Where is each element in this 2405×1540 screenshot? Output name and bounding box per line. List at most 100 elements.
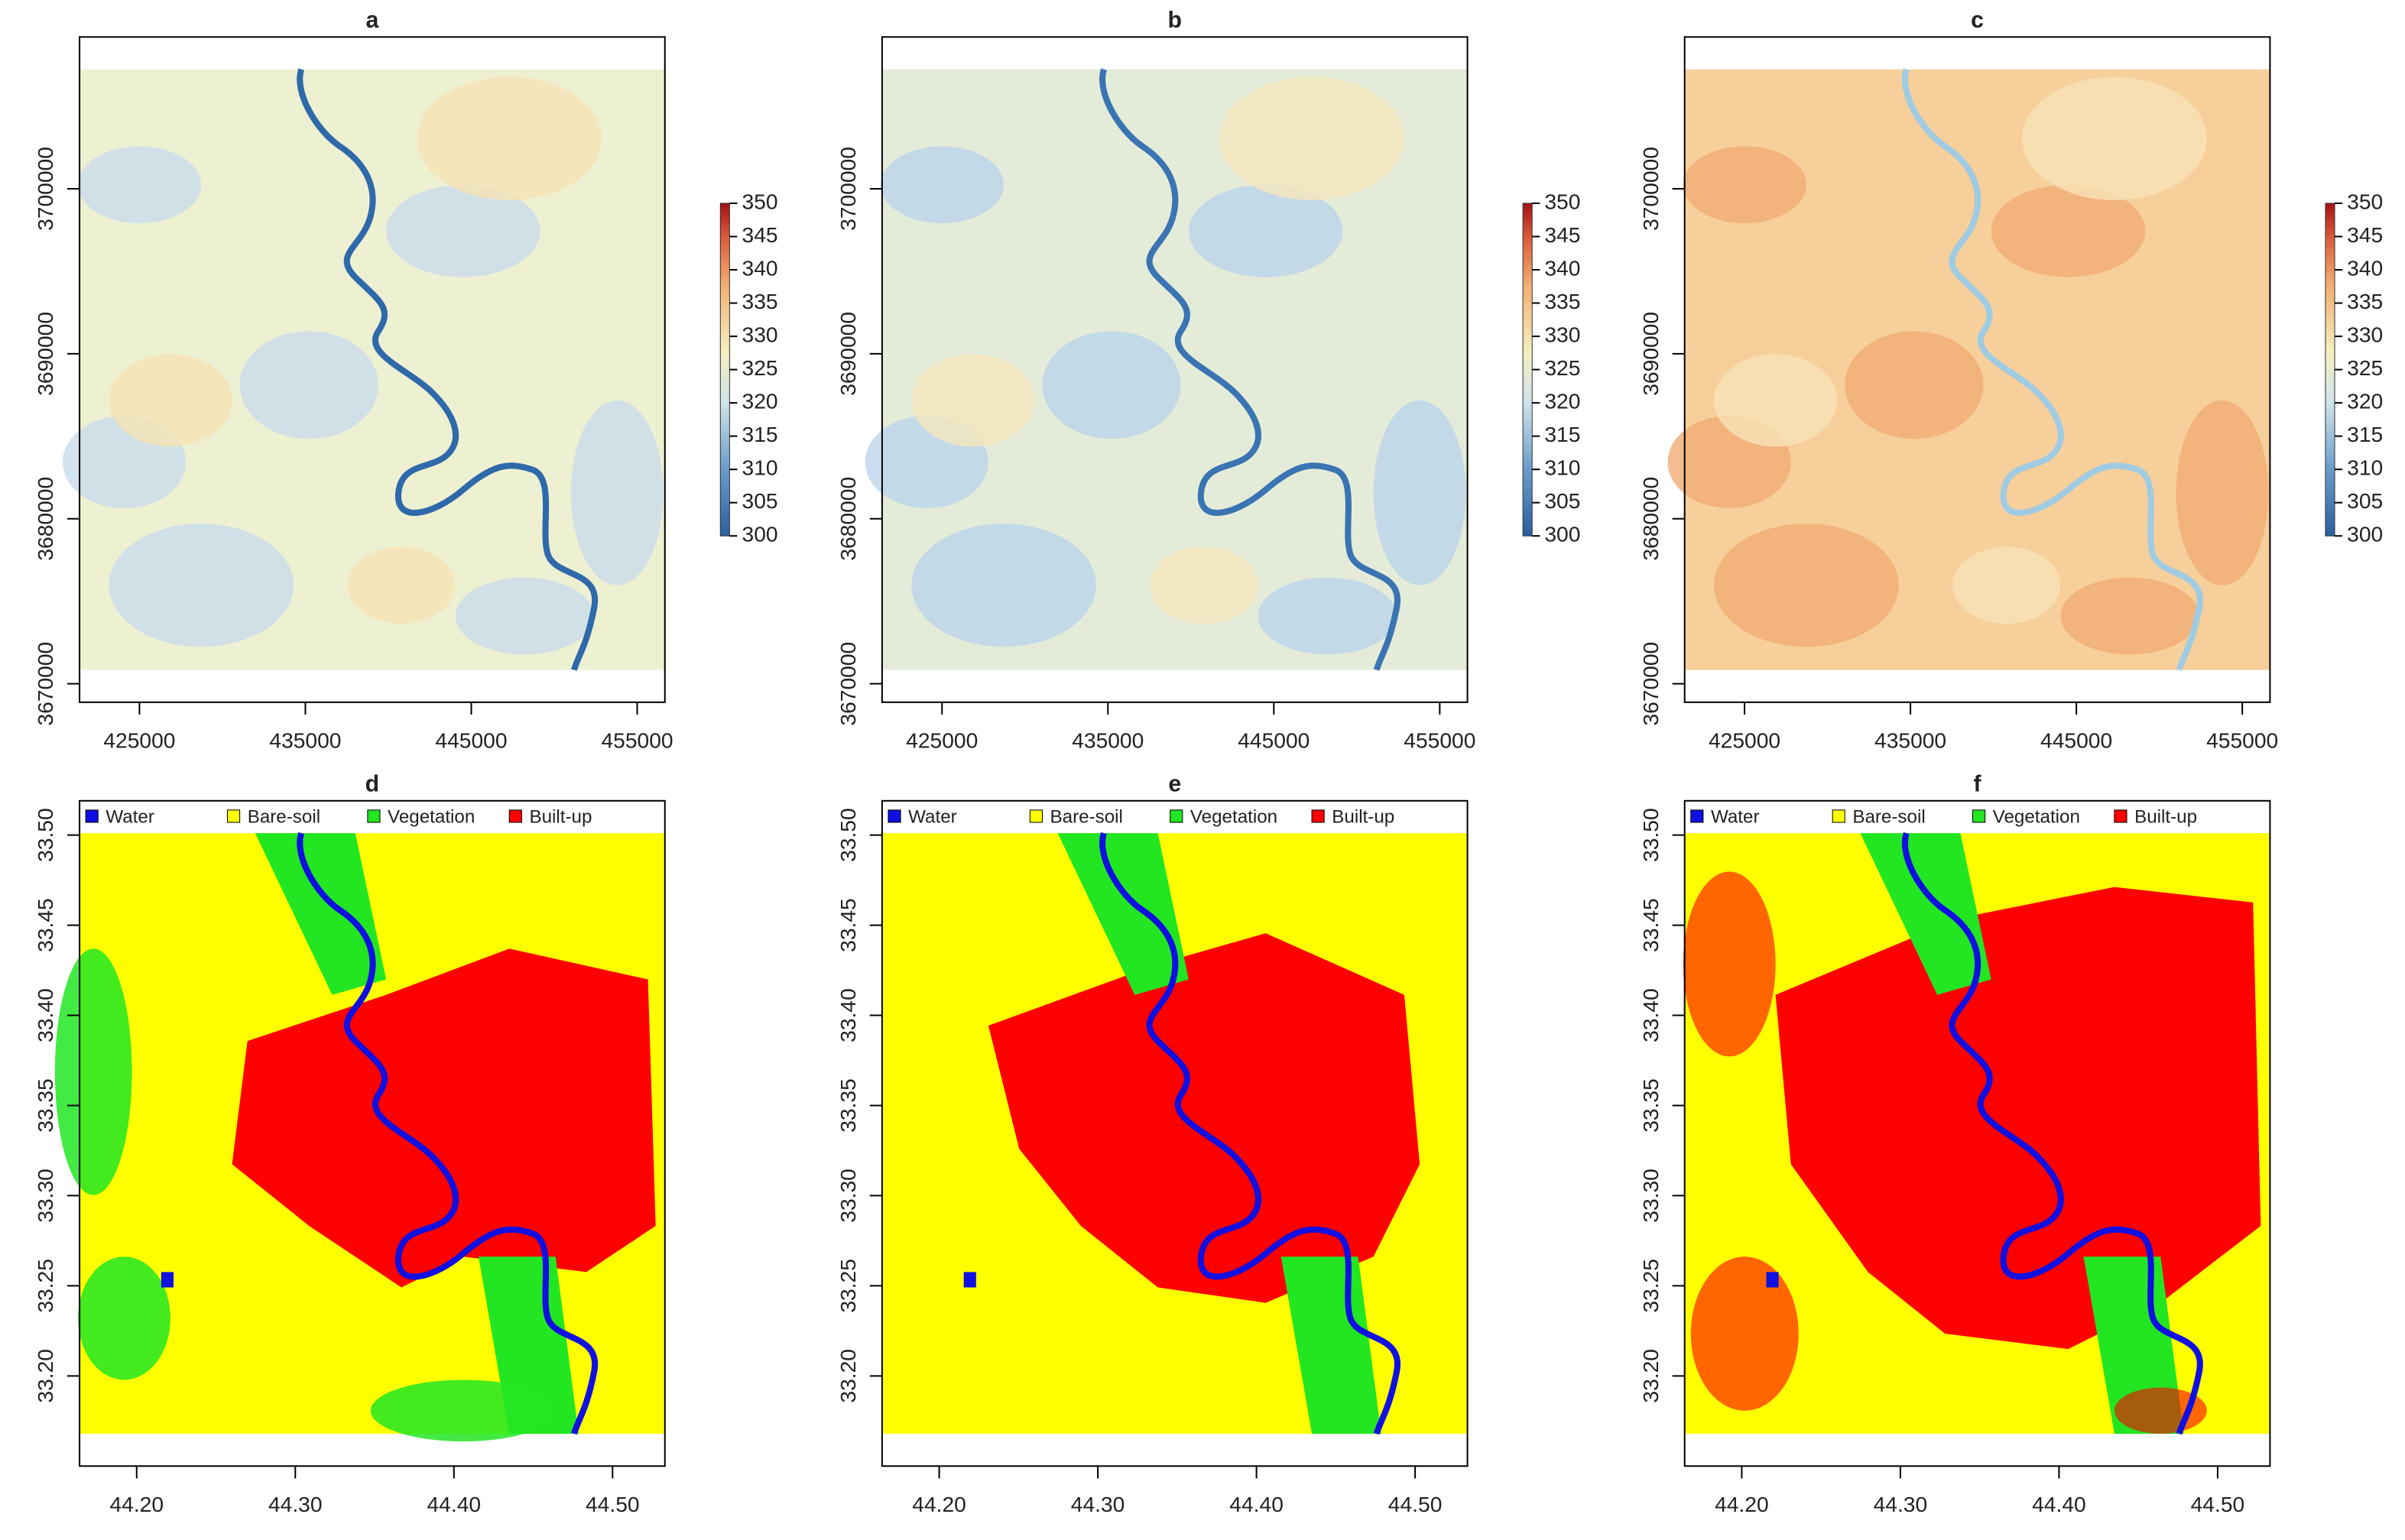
plot-frame — [1683, 36, 2271, 703]
y-tick-label: 33.25 — [1638, 1259, 1663, 1313]
x-tick-label: 44.50 — [2191, 1492, 2245, 1516]
raster-patch — [1713, 354, 1838, 447]
colorbar-label: 345 — [742, 222, 778, 247]
map-raster — [54, 832, 665, 1442]
y-tick-label: 3670000 — [836, 642, 860, 726]
colorbar — [2325, 203, 2335, 537]
vegetation-patch — [370, 1380, 556, 1442]
y-tick-label: 33.40 — [33, 988, 57, 1042]
y-tick-label: 33.50 — [33, 808, 57, 862]
colorbar-label: 305 — [1544, 488, 1580, 513]
colorbar-label: 325 — [742, 355, 778, 380]
colorbar-label: 310 — [742, 456, 778, 480]
colorbar-label: 315 — [2347, 422, 2383, 446]
x-tick-label: 44.40 — [2032, 1492, 2086, 1516]
x-tick-label: 455000 — [2206, 728, 2278, 753]
colorbar — [719, 203, 730, 537]
legend-label: Vegetation — [1993, 806, 2080, 827]
raster-patch — [2021, 76, 2207, 200]
vegetation-strip — [1280, 1256, 1381, 1434]
colorbar-label: 340 — [2347, 255, 2383, 280]
legend-swatch — [227, 809, 241, 823]
legend-swatch — [888, 809, 901, 823]
x-tick-label: 44.30 — [1874, 1492, 1928, 1516]
colorbar-label: 305 — [742, 488, 778, 513]
y-tick-label: 33.40 — [1638, 988, 1663, 1042]
y-tick-label: 33.30 — [836, 1169, 860, 1223]
raster-patch — [386, 184, 540, 277]
y-tick-label: 33.35 — [836, 1078, 860, 1133]
x-tick-label: 455000 — [601, 728, 673, 753]
y-tick-label: 33.40 — [836, 988, 860, 1042]
raster-patch — [1258, 577, 1397, 655]
y-tick-label: 3690000 — [33, 312, 57, 396]
raster-patch — [239, 331, 378, 439]
x-tick-label: 445000 — [1238, 728, 1310, 753]
colorbar-label: 325 — [1544, 355, 1580, 380]
colorbar-label: 335 — [742, 289, 778, 313]
raster-patch — [1188, 184, 1343, 277]
vegetation-strip — [1860, 833, 1991, 995]
raster-patch — [2060, 577, 2199, 655]
y-tick-label: 3680000 — [836, 477, 860, 561]
raster-patch — [1219, 76, 1404, 200]
river — [1099, 832, 1401, 1435]
panel-title: d — [365, 772, 379, 797]
colorbar-label: 350 — [2347, 189, 2383, 213]
legend-swatch — [1311, 809, 1325, 823]
raster-patch — [2176, 400, 2269, 585]
map-raster — [1683, 832, 2270, 1435]
colorbar-label: 345 — [2347, 222, 2383, 247]
x-tick-label: 44.30 — [268, 1492, 323, 1516]
y-tick-label: 33.50 — [836, 808, 860, 862]
colorbar-label: 350 — [1544, 189, 1580, 213]
water-body — [963, 1272, 976, 1288]
built-up-area — [988, 933, 1420, 1303]
y-tick-label: 33.30 — [33, 1169, 57, 1223]
map-raster — [881, 832, 1468, 1435]
panel: b 425000 435000 445000 455000 3670000 3680000 3… — [836, 8, 1580, 752]
map-raster — [865, 68, 1468, 671]
y-tick-label: 33.20 — [836, 1349, 860, 1403]
raster-patch — [109, 354, 232, 447]
y-tick-label: 3700000 — [33, 147, 57, 231]
x-tick-label: 44.20 — [1715, 1492, 1769, 1516]
y-tick-label: 33.45 — [836, 898, 860, 952]
legend-label: Water — [1711, 806, 1760, 827]
raster-patch — [911, 354, 1035, 447]
legend-swatch — [1170, 809, 1183, 823]
colorbar-label: 340 — [742, 255, 778, 280]
panel: Water Bare-soil Vegetation Built-up f 44.20 44… — [1638, 772, 2271, 1516]
legend-label: Built-up — [1332, 806, 1394, 827]
panel-title: a — [366, 8, 379, 33]
legend-swatch — [1029, 809, 1043, 823]
raster-patch — [880, 146, 1005, 224]
x-tick-label: 435000 — [1072, 728, 1144, 753]
colorbar-label: 340 — [1544, 255, 1580, 280]
raster-patch — [911, 524, 1096, 647]
raster-patch — [1845, 331, 1984, 439]
colorbar-label: 305 — [2347, 488, 2383, 513]
colorbar-label: 335 — [2347, 289, 2383, 313]
raster-patch — [417, 76, 602, 200]
x-tick-label: 455000 — [1404, 728, 1475, 753]
plot-frame — [881, 36, 1469, 703]
built-up-area — [232, 948, 656, 1288]
panel-title: b — [1167, 8, 1181, 33]
y-tick-label: 3680000 — [1638, 477, 1663, 561]
colorbar-label: 300 — [1544, 522, 1580, 546]
y-tick-label: 3680000 — [33, 477, 57, 561]
legend-swatch — [508, 809, 522, 823]
raster-patch — [455, 577, 595, 655]
x-tick-label: 44.40 — [427, 1492, 481, 1516]
y-tick-label: 33.35 — [33, 1078, 57, 1133]
x-tick-label: 425000 — [1709, 728, 1780, 753]
river — [297, 68, 599, 671]
colorbar-label: 350 — [742, 189, 778, 213]
mixed-patch — [1683, 871, 1776, 1057]
colorbar-label: 330 — [1544, 323, 1580, 347]
x-tick-label: 44.20 — [912, 1492, 966, 1516]
raster-patch — [78, 146, 202, 224]
x-tick-label: 435000 — [1874, 728, 1946, 753]
water-body — [161, 1272, 174, 1288]
